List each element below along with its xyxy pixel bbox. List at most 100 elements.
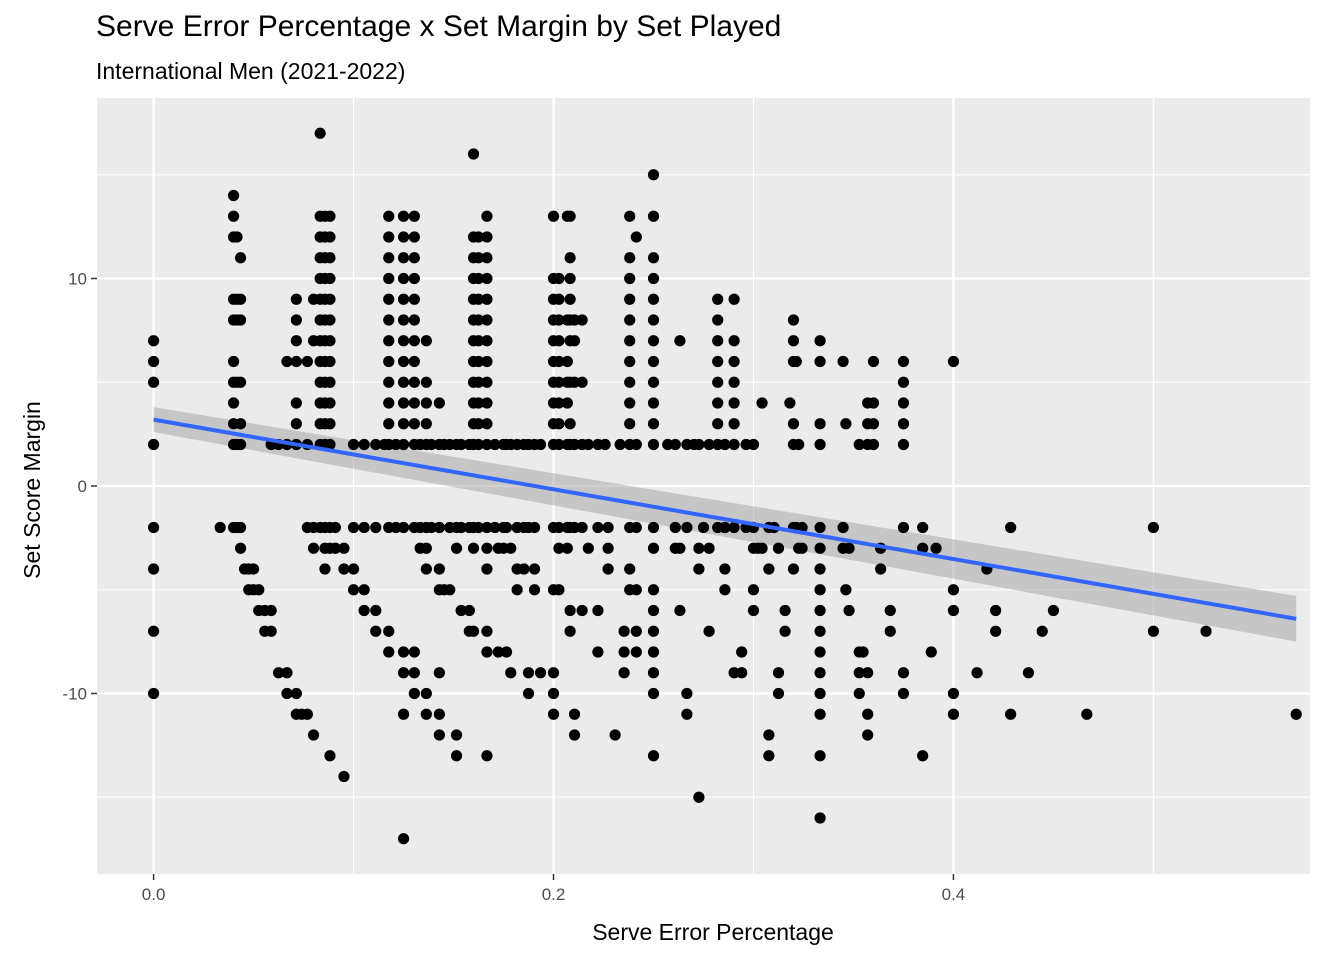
- data-point: [553, 521, 565, 534]
- data-point: [234, 252, 247, 264]
- data-point: [925, 646, 937, 658]
- data-point: [481, 252, 493, 264]
- data-point: [630, 231, 642, 243]
- major-gridlines: [97, 98, 1310, 874]
- data-point: [669, 438, 681, 451]
- data-point: [553, 584, 565, 596]
- data-point: [234, 314, 247, 326]
- y-axis-ticks: -10 0 10: [62, 270, 97, 703]
- data-point: [779, 604, 791, 617]
- data-point: [265, 604, 277, 617]
- data-point: [234, 293, 247, 305]
- data-point: [1081, 708, 1093, 720]
- data-point: [234, 376, 247, 388]
- data-point: [408, 252, 420, 264]
- data-point: [853, 438, 865, 451]
- data-point: [528, 584, 541, 596]
- data-point: [624, 418, 636, 430]
- x-tick-label: 0.2: [542, 885, 566, 904]
- data-point: [592, 604, 604, 617]
- data-point: [719, 438, 731, 451]
- data-point: [358, 604, 370, 617]
- data-point: [814, 563, 826, 575]
- data-point: [647, 646, 660, 658]
- data-point: [420, 376, 432, 388]
- data-point: [1147, 625, 1160, 637]
- data-point: [500, 646, 513, 658]
- data-point: [712, 376, 724, 388]
- data-point: [324, 231, 336, 243]
- data-point: [568, 335, 581, 347]
- data-point: [568, 729, 581, 741]
- data-point: [253, 584, 265, 596]
- data-point: [455, 521, 467, 534]
- data-point: [772, 542, 785, 554]
- data-point: [383, 397, 395, 409]
- y-axis-title: Set Score Margin: [19, 401, 45, 579]
- data-point: [397, 314, 410, 326]
- data-point: [582, 542, 594, 554]
- data-point: [281, 355, 293, 368]
- data-point: [947, 355, 960, 368]
- data-point: [518, 563, 530, 575]
- data-point: [630, 646, 642, 658]
- data-point: [728, 335, 740, 347]
- data-point: [862, 667, 874, 679]
- data-point: [814, 604, 826, 617]
- data-point: [383, 355, 395, 368]
- data-point: [234, 542, 247, 554]
- data-point: [397, 646, 410, 658]
- data-point: [674, 542, 686, 554]
- data-point: [897, 418, 910, 430]
- data-point: [324, 355, 336, 368]
- data-point: [467, 542, 480, 554]
- data-point: [358, 584, 370, 596]
- data-point: [290, 335, 302, 347]
- data-point: [647, 687, 660, 700]
- data-point: [397, 272, 410, 285]
- data-point: [719, 584, 731, 596]
- data-point: [853, 687, 865, 700]
- data-point: [553, 397, 565, 409]
- data-point: [370, 521, 382, 534]
- data-point: [383, 625, 395, 637]
- data-point: [324, 272, 336, 285]
- data-point: [290, 355, 302, 368]
- data-point: [450, 750, 463, 762]
- data-point: [719, 563, 731, 575]
- data-point: [481, 438, 493, 451]
- data-point: [814, 708, 826, 720]
- data-point: [481, 625, 493, 637]
- data-point: [630, 438, 642, 451]
- data-point: [338, 770, 350, 783]
- data-point: [547, 667, 560, 679]
- data-point: [383, 231, 395, 243]
- data-point: [433, 521, 445, 534]
- data-point: [681, 687, 693, 700]
- data-point: [624, 210, 636, 222]
- data-point: [647, 438, 660, 451]
- data-point: [990, 604, 1002, 617]
- data-point: [481, 397, 493, 409]
- data-point: [397, 376, 410, 388]
- data-point: [693, 791, 705, 803]
- data-point: [647, 293, 660, 305]
- data-point: [990, 625, 1002, 637]
- data-point: [647, 314, 660, 326]
- data-point: [592, 521, 604, 534]
- data-point: [647, 272, 660, 285]
- data-point: [647, 625, 660, 637]
- data-point: [147, 438, 160, 451]
- data-point: [358, 521, 370, 534]
- data-point: [681, 521, 693, 534]
- data-point: [511, 584, 523, 596]
- data-point: [472, 335, 485, 347]
- data-point: [472, 231, 485, 243]
- data-point: [433, 397, 445, 409]
- data-point: [814, 625, 826, 637]
- data-point: [897, 438, 910, 451]
- data-point: [747, 438, 760, 451]
- data-point: [624, 293, 636, 305]
- data-point: [728, 438, 740, 451]
- data-point: [787, 314, 800, 326]
